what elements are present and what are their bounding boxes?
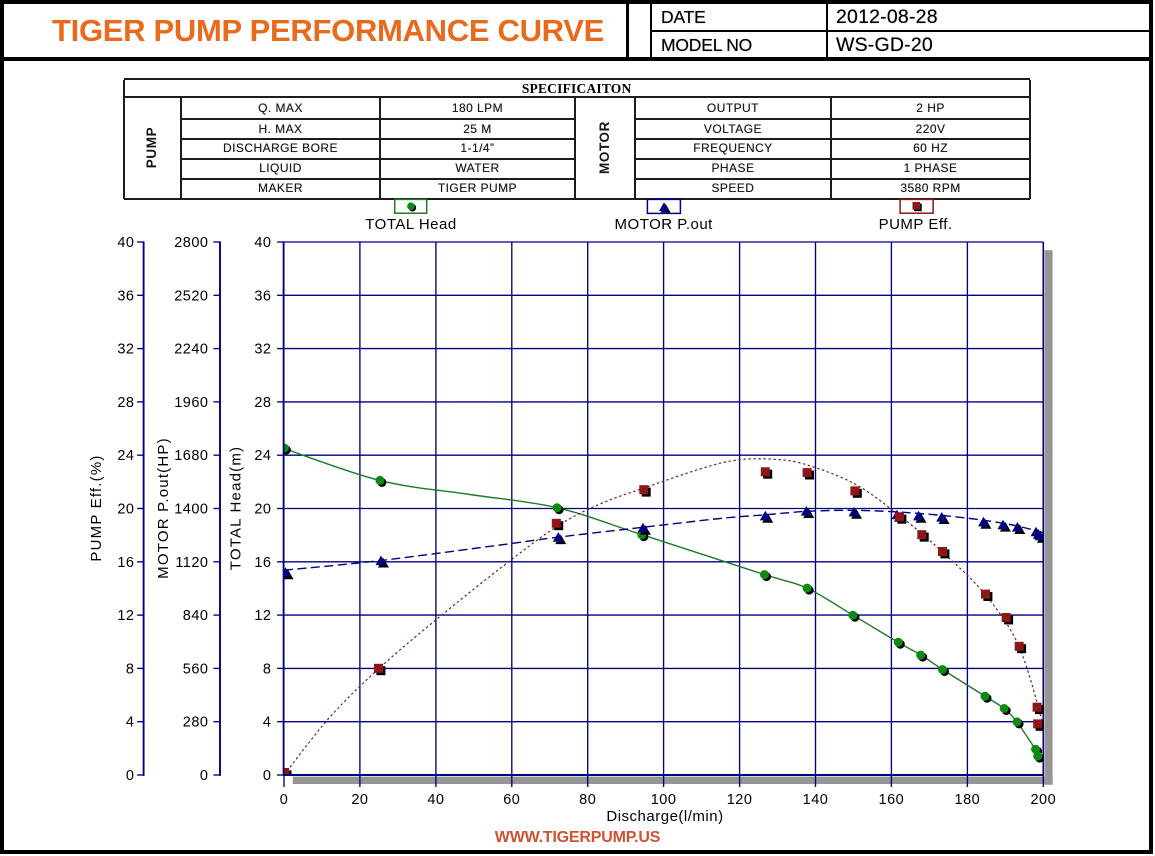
svg-text:28: 28 <box>254 395 271 411</box>
svg-text:MOTOR P.out: MOTOR P.out <box>615 216 714 233</box>
svg-text:80: 80 <box>579 792 596 808</box>
svg-text:32: 32 <box>117 342 134 358</box>
svg-text:0: 0 <box>200 768 209 784</box>
svg-text:36: 36 <box>254 288 271 304</box>
svg-text:12: 12 <box>117 608 134 624</box>
svg-text:16: 16 <box>254 555 271 571</box>
svg-text:120: 120 <box>727 792 753 808</box>
svg-text:40: 40 <box>117 235 134 251</box>
svg-text:MOTOR P.out(HP): MOTOR P.out(HP) <box>155 437 172 579</box>
svg-text:1120: 1120 <box>175 555 208 571</box>
svg-text:160: 160 <box>879 792 905 808</box>
svg-text:24: 24 <box>254 448 271 464</box>
svg-text:40: 40 <box>427 792 444 808</box>
svg-text:4: 4 <box>263 715 272 731</box>
svg-text:140: 140 <box>803 792 829 808</box>
svg-text:Discharge(l/min): Discharge(l/min) <box>606 808 723 825</box>
svg-text:180: 180 <box>955 792 981 808</box>
svg-text:4: 4 <box>126 715 135 731</box>
svg-text:TOTAL Head(m): TOTAL Head(m) <box>228 446 245 571</box>
svg-text:32: 32 <box>254 342 271 358</box>
svg-text:TOTAL Head: TOTAL Head <box>365 216 456 233</box>
svg-text:1680: 1680 <box>174 448 208 464</box>
svg-text:20: 20 <box>117 502 134 518</box>
svg-text:8: 8 <box>263 661 272 677</box>
svg-text:16: 16 <box>117 555 134 571</box>
svg-text:20: 20 <box>351 792 368 808</box>
svg-text:1960: 1960 <box>174 395 208 411</box>
svg-text:28: 28 <box>117 395 134 411</box>
svg-text:36: 36 <box>117 288 134 304</box>
svg-text:24: 24 <box>117 448 134 464</box>
svg-text:40: 40 <box>254 235 271 251</box>
svg-text:840: 840 <box>183 608 209 624</box>
svg-text:20: 20 <box>254 502 271 518</box>
svg-text:2800: 2800 <box>174 235 208 251</box>
svg-text:0: 0 <box>280 792 289 808</box>
svg-text:280: 280 <box>183 715 209 731</box>
svg-text:8: 8 <box>126 661 135 677</box>
svg-text:1400: 1400 <box>174 502 208 518</box>
svg-text:12: 12 <box>254 608 271 624</box>
svg-text:200: 200 <box>1030 792 1056 808</box>
svg-text:560: 560 <box>183 661 209 677</box>
svg-text:2240: 2240 <box>174 342 208 358</box>
svg-text:PUMP Eff.(%): PUMP Eff.(%) <box>88 454 105 561</box>
svg-text:60: 60 <box>503 792 520 808</box>
svg-text:0: 0 <box>263 768 272 784</box>
svg-text:100: 100 <box>651 792 677 808</box>
svg-text:PUMP Eff.: PUMP Eff. <box>879 216 953 233</box>
svg-text:0: 0 <box>126 768 135 784</box>
svg-text:2520: 2520 <box>174 288 208 304</box>
